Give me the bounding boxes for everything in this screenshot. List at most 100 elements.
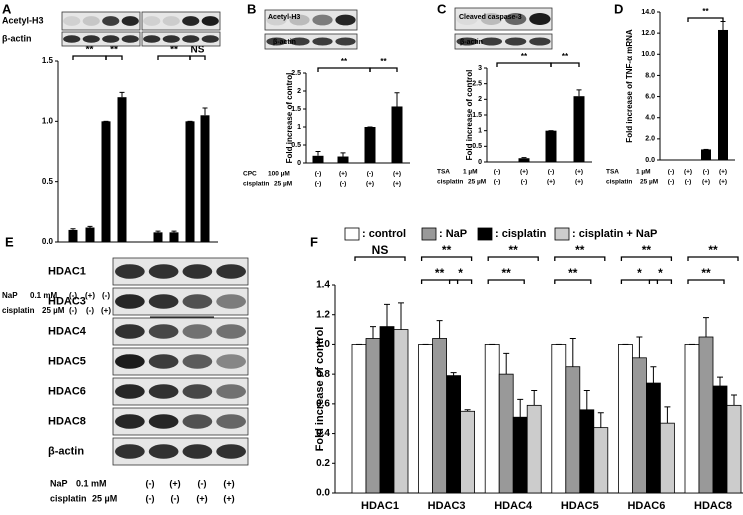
condition-mark: (-)	[703, 169, 710, 176]
blot-strip	[61, 31, 141, 47]
blot-label: Acetyl-H3	[268, 14, 300, 21]
blot-band	[182, 324, 213, 339]
blot-band	[115, 354, 145, 369]
bar	[701, 149, 711, 160]
bar	[518, 158, 530, 162]
x-tick-label: HDAC6	[627, 500, 665, 512]
condition-mark: (+)	[719, 179, 727, 186]
x-tick-label: HDAC3	[428, 500, 466, 512]
condition-mark: (-)	[102, 291, 110, 300]
bar	[379, 326, 395, 494]
blot-band	[115, 384, 145, 399]
y-tick-label: 4.0	[645, 115, 655, 122]
significance-bracket	[648, 279, 673, 284]
blot-band	[102, 16, 120, 26]
error-bar	[119, 91, 125, 98]
condition-mark: (-)	[146, 493, 155, 503]
bar	[200, 115, 210, 242]
blot-band	[480, 13, 503, 25]
blot-strip	[454, 7, 553, 31]
condition-mark: (+)	[547, 179, 555, 186]
condition-mark: (+)	[393, 181, 401, 188]
blot-band	[148, 294, 179, 309]
y-tick-label: 14.0	[641, 9, 655, 16]
blot-band	[182, 35, 200, 43]
condition-mark: (-)	[494, 179, 501, 186]
blot-band	[529, 13, 551, 25]
blot-band	[266, 14, 287, 26]
y-tick-label: 2	[297, 88, 301, 95]
blot-band	[216, 444, 246, 459]
blot-label: Cleaved caspase-3	[459, 14, 522, 21]
condition-mark: (-)	[69, 291, 77, 300]
significance-label: **	[701, 266, 711, 280]
error-bar	[531, 389, 538, 406]
blot-band	[216, 354, 246, 369]
y-axis-label: Fold increase of TNF-α mRNA	[625, 29, 634, 143]
significance-bracket	[687, 17, 724, 22]
bar	[498, 373, 514, 494]
error-bar	[517, 398, 524, 418]
y-tick-label: 10.0	[641, 51, 655, 58]
blot-band	[456, 13, 478, 25]
blot-strip	[264, 33, 358, 50]
y-tick-label: 0.8	[316, 369, 330, 380]
significance-label: **	[642, 243, 652, 257]
condition-dose: 25 µM	[274, 181, 292, 188]
y-tick-label: 12.0	[641, 30, 655, 37]
error-bar	[731, 394, 737, 406]
error-bar	[650, 366, 657, 384]
condition-dose: 1 µM	[463, 169, 478, 176]
blot-band	[148, 354, 179, 369]
y-tick-label: 0.6	[316, 398, 330, 409]
bar	[712, 385, 728, 494]
legend-swatch	[477, 227, 493, 241]
blot-band	[529, 37, 551, 46]
bar	[312, 155, 324, 163]
error-bar	[394, 92, 400, 107]
significance-label: NS	[372, 243, 389, 257]
y-tick-label: 0.4	[316, 428, 330, 439]
bar	[593, 427, 609, 494]
blot-band	[216, 324, 246, 339]
blot-band	[102, 35, 120, 43]
y-tick-label: 1.0	[316, 339, 330, 350]
y-tick-label: 1.0	[42, 116, 54, 125]
blot-band	[82, 16, 100, 26]
blot-band	[289, 37, 310, 46]
panel-letters: A B C D E F	[2, 1, 623, 249]
condition-mark: (-)	[494, 169, 501, 176]
legend-label: : cisplatin	[495, 228, 547, 240]
condition-mark: (-)	[86, 306, 94, 315]
blot-band	[115, 444, 145, 459]
condition-mark: (-)	[668, 169, 675, 176]
blot-band	[148, 444, 179, 459]
legend-label: : control	[362, 228, 406, 240]
error-bar	[70, 228, 76, 230]
bar	[660, 422, 675, 494]
significance-bracket	[157, 55, 191, 60]
blot-strip	[454, 33, 553, 50]
significance-bracket	[354, 256, 406, 261]
condition-label: NaP	[2, 291, 18, 300]
blot-band	[182, 16, 200, 26]
blot-band	[182, 294, 213, 309]
bar	[432, 338, 448, 494]
y-axis-label: Fold increase of control	[314, 327, 326, 452]
bar	[393, 329, 409, 494]
blot-band	[201, 16, 219, 26]
blot-strip	[264, 9, 358, 31]
legend-swatch	[554, 227, 570, 241]
condition-mark: (+)	[719, 169, 727, 176]
condition-label: NaP	[50, 478, 68, 488]
blot-band	[162, 35, 180, 43]
condition-mark: (+)	[520, 169, 528, 176]
significance-label: **	[502, 266, 512, 280]
significance-label: **	[568, 266, 578, 280]
blot-band	[182, 264, 213, 279]
significance-bracket	[420, 279, 459, 284]
bar	[351, 344, 367, 494]
blot-band	[143, 35, 161, 43]
condition-label: cisplatin	[2, 306, 35, 315]
